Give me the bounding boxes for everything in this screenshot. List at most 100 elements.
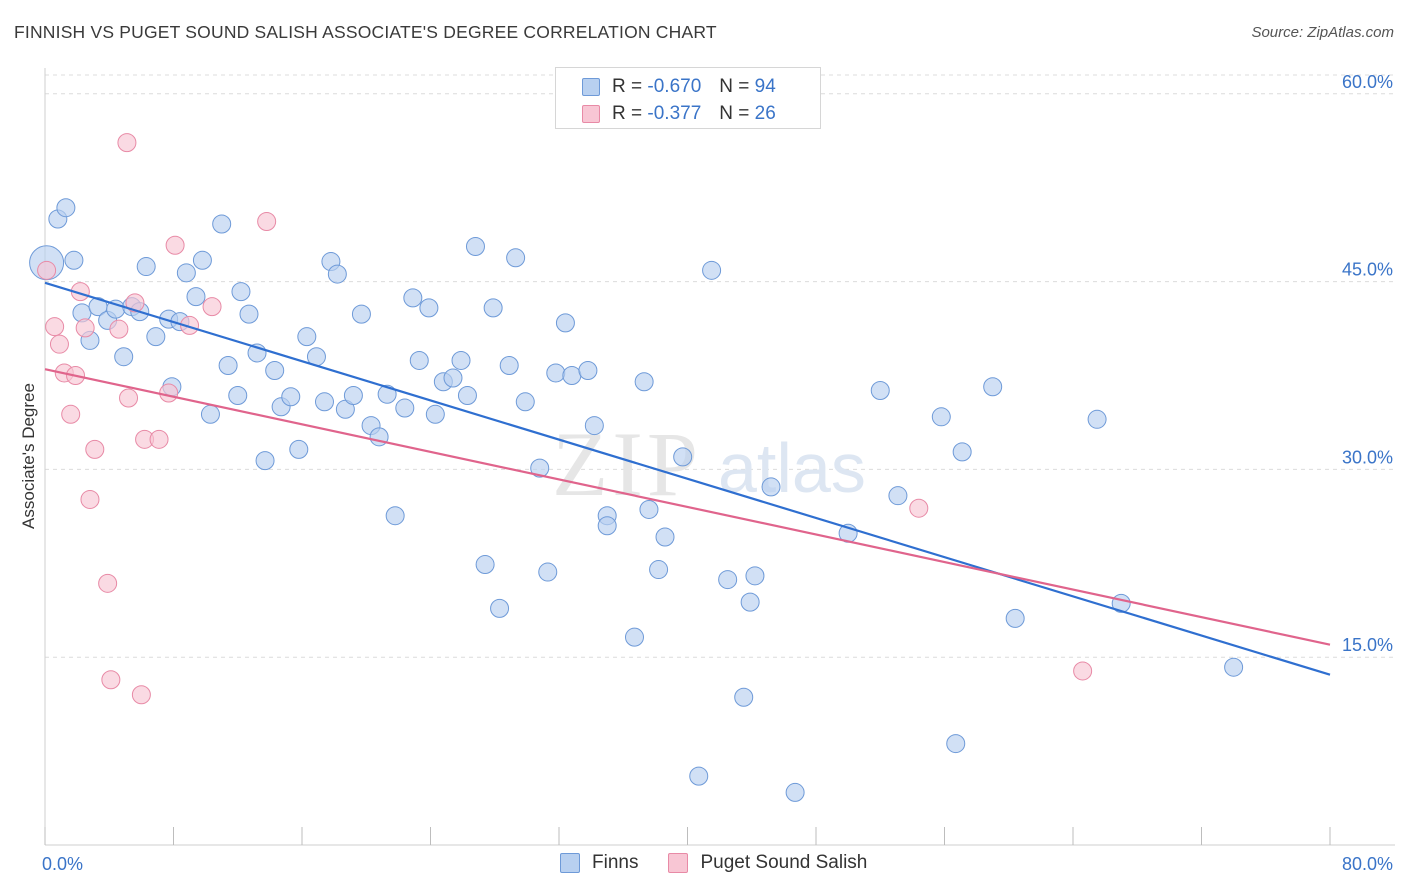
- finns-point: [490, 598, 510, 618]
- watermark-zip: ZIP: [552, 413, 702, 515]
- puget-sound-salish-point: [119, 388, 139, 408]
- finns-point: [718, 570, 738, 590]
- finns-point: [562, 365, 582, 385]
- finns-point: [597, 516, 617, 536]
- finns-point: [1005, 608, 1025, 628]
- finns-point: [655, 527, 675, 547]
- trend-lines: [44, 281, 1331, 676]
- puget-sound-salish-point: [257, 211, 277, 231]
- finns-point: [946, 734, 966, 754]
- n-label: N =: [719, 103, 750, 124]
- finns-point: [475, 555, 495, 575]
- r-value: -0.670: [647, 76, 702, 97]
- finns-point: [351, 304, 371, 324]
- finns-point: [419, 298, 439, 318]
- chart-title: FINNISH VS PUGET SOUND SALISH ASSOCIATE'…: [14, 22, 717, 42]
- n-label: N =: [719, 76, 750, 97]
- puget-sound-salish-trend-line: [44, 368, 1331, 646]
- y-axis-label: Associate's Degree: [19, 383, 38, 529]
- n-value: 26: [754, 103, 776, 124]
- finns-point: [136, 257, 156, 277]
- finns-point: [673, 447, 693, 467]
- finns-point: [409, 350, 429, 370]
- finns-point: [297, 327, 317, 347]
- finns-point: [785, 782, 805, 802]
- watermark-atlas: atlas: [718, 429, 866, 507]
- finns-point: [499, 355, 519, 375]
- puget-sound-salish-point: [202, 297, 222, 317]
- series-legend: Finns Puget Sound Salish: [560, 852, 897, 874]
- puget-sound-salish-point: [61, 404, 81, 424]
- finns-point: [343, 386, 363, 406]
- finns-point: [443, 368, 463, 388]
- finns-point: [192, 250, 212, 270]
- finns-point: [740, 592, 760, 612]
- finns-point: [403, 288, 423, 308]
- puget-sound-salish-point: [159, 383, 179, 403]
- legend-item-finns: Finns: [560, 852, 638, 874]
- finns-point: [218, 355, 238, 375]
- puget-sound-salish-point: [49, 334, 69, 354]
- finns-point: [888, 486, 908, 506]
- finns-swatch: [582, 78, 600, 96]
- puget-sound-salish-point: [165, 235, 185, 255]
- finns-point: [546, 363, 566, 383]
- source-label: Source: ZipAtlas.com: [1251, 24, 1394, 41]
- finns-point: [483, 298, 503, 318]
- finns-point: [255, 451, 275, 471]
- finns-point: [734, 687, 754, 707]
- puget-sound-salish-point: [180, 315, 200, 335]
- finns-point: [239, 304, 259, 324]
- puget-sound-salish-point: [85, 439, 105, 459]
- r-label: R =: [612, 76, 643, 97]
- finns-point: [584, 416, 604, 436]
- puget-sound-salish-point: [98, 573, 118, 593]
- puget-sound-salish-point: [37, 260, 57, 280]
- puget-sound-salish-point: [149, 429, 169, 449]
- finns-point: [451, 350, 471, 370]
- finns-point: [530, 458, 550, 478]
- finns-point: [745, 566, 765, 586]
- puget-sound-salish-point: [117, 133, 137, 153]
- finns-point: [465, 237, 485, 257]
- finns-point: [281, 387, 301, 407]
- finns-point: [931, 407, 951, 427]
- finns-point: [176, 263, 196, 283]
- finns-point: [639, 499, 659, 519]
- finns-swatch: [560, 853, 580, 873]
- finns-point: [457, 386, 477, 406]
- legend-label: Finns: [592, 852, 639, 873]
- finns-point: [289, 439, 309, 459]
- finns-point: [689, 766, 709, 786]
- finns-point: [624, 627, 644, 647]
- puget-sound-salish-point: [45, 317, 65, 337]
- finns-point: [114, 347, 134, 367]
- y-tick-label: 30.0%: [1342, 447, 1393, 467]
- series-finns: [29, 198, 1244, 802]
- puget-sound-salish-point: [101, 670, 121, 690]
- grid-lines: [45, 74, 1395, 658]
- finns-point: [228, 386, 248, 406]
- legend-row-salish: R = -0.377 N = 26: [582, 102, 776, 126]
- puget-sound-salish-point: [80, 489, 100, 509]
- puget-sound-salish-point: [131, 685, 151, 705]
- y-tick-label: 45.0%: [1342, 260, 1393, 280]
- finns-point: [578, 360, 598, 380]
- y-tick-label: 60.0%: [1342, 72, 1393, 92]
- puget-sound-salish-point: [1073, 661, 1093, 681]
- puget-sound-salish-point: [109, 319, 129, 339]
- n-value: 94: [754, 76, 776, 97]
- salish-swatch: [668, 853, 689, 873]
- salish-swatch: [582, 105, 600, 123]
- puget-sound-salish-point: [909, 498, 929, 518]
- x-tick-label: 80.0%: [1342, 854, 1393, 874]
- finns-point: [146, 327, 166, 347]
- finns-point: [385, 506, 405, 526]
- finns-point: [761, 477, 781, 497]
- legend-row-finns: R = -0.670 N = 94: [582, 75, 776, 99]
- y-tick-labels: 15.0% 30.0% 45.0% 60.0%: [1342, 72, 1393, 655]
- finns-trend-line: [44, 281, 1331, 676]
- correlation-legend: R = -0.670 N = 94 R = -0.377 N = 26: [555, 67, 821, 129]
- watermark: ZIP atlas: [552, 413, 866, 515]
